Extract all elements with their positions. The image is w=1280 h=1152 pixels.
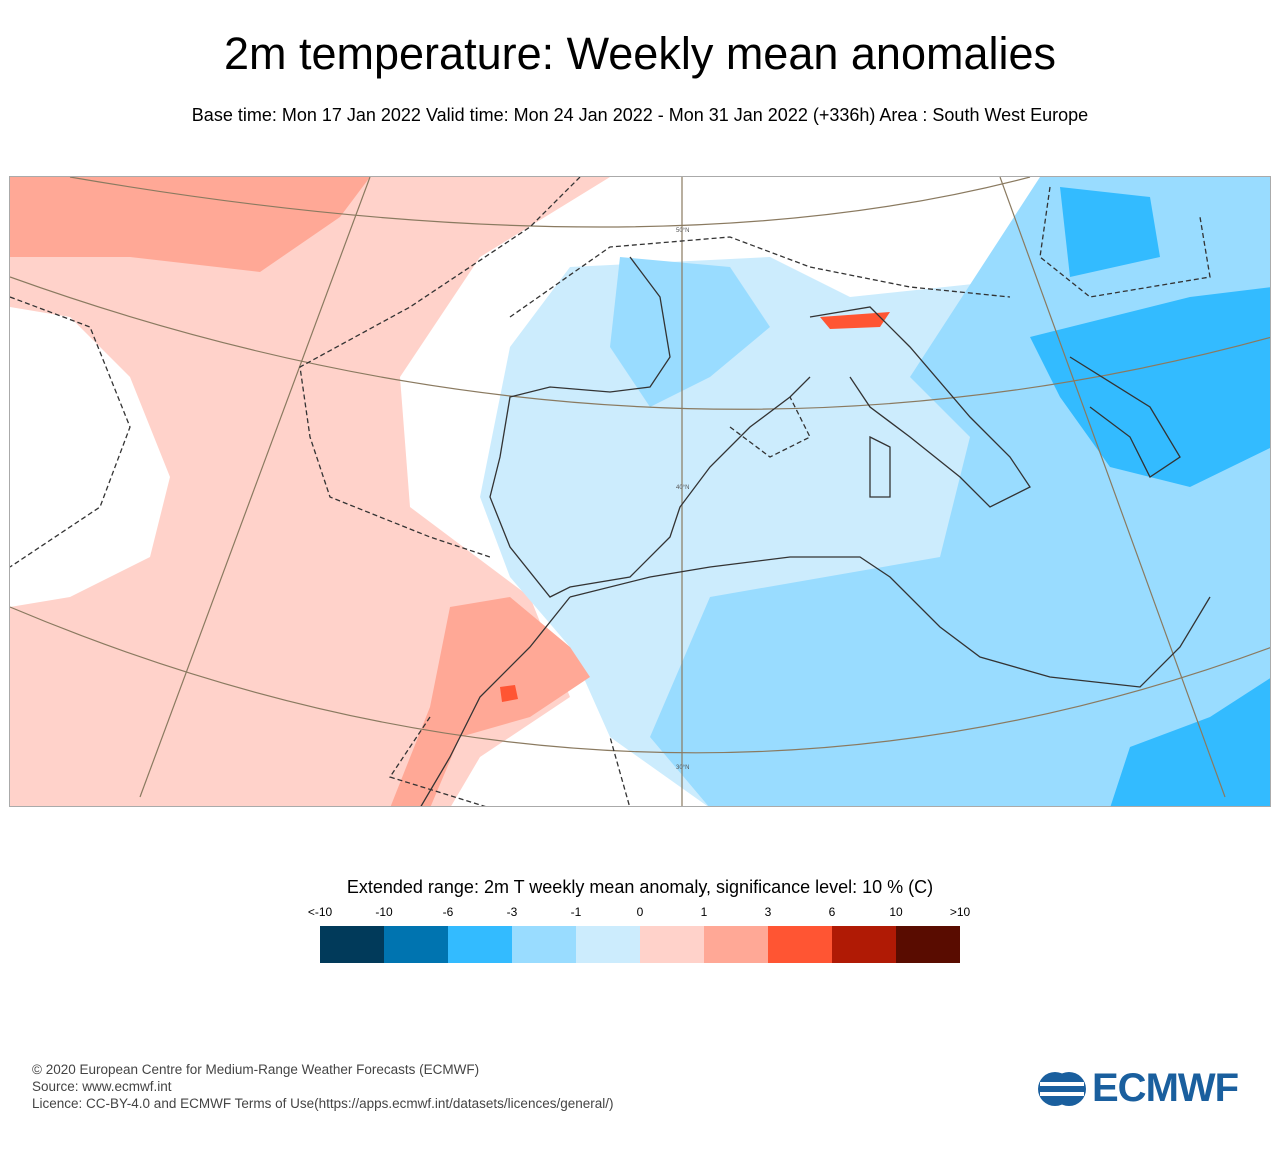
legend-tick: 10 bbox=[889, 905, 903, 919]
ecmwf-logo-icon bbox=[1038, 1071, 1086, 1106]
legend-colorbar bbox=[320, 926, 960, 963]
legend-swatch bbox=[640, 926, 704, 963]
source: Source: www.ecmwf.int bbox=[32, 1079, 172, 1094]
legend-swatch bbox=[448, 926, 512, 963]
legend-swatch bbox=[768, 926, 832, 963]
legend-tick: 3 bbox=[764, 905, 772, 919]
region-very-cold-greece bbox=[1030, 287, 1270, 487]
region-very-cold-north bbox=[1060, 187, 1160, 277]
footer: © 2020 European Centre for Medium-Range … bbox=[32, 1061, 614, 1112]
legend-swatch bbox=[832, 926, 896, 963]
legend-swatch bbox=[384, 926, 448, 963]
legend-tick: -1 bbox=[570, 905, 582, 919]
region-neutral-west bbox=[10, 307, 170, 607]
region-strong-warm-alps bbox=[820, 312, 890, 329]
lat-label-30: 30°N bbox=[676, 765, 689, 771]
map-canvas: 50°N 40°N 30°N bbox=[10, 177, 1270, 806]
chart-title: 2m temperature: Weekly mean anomalies bbox=[223, 28, 1057, 79]
ecmwf-logo: ECMWF bbox=[1036, 1066, 1239, 1111]
copyright: © 2020 European Centre for Medium-Range … bbox=[32, 1062, 480, 1077]
lat-label-40: 40°N bbox=[676, 485, 689, 491]
legend-tick: <-10 bbox=[307, 905, 333, 919]
chart-subtitle: Base time: Mon 17 Jan 2022 Valid time: M… bbox=[191, 105, 1089, 125]
significance-contours bbox=[10, 177, 1211, 806]
region-cold-france bbox=[610, 257, 770, 407]
legend-swatch bbox=[320, 926, 384, 963]
region-moderate-warm-morocco bbox=[390, 597, 590, 806]
legend-swatch bbox=[704, 926, 768, 963]
anomaly-map: 50°N 40°N 30°N bbox=[9, 176, 1271, 807]
legend-swatch bbox=[512, 926, 576, 963]
coastlines bbox=[420, 256, 1211, 806]
legend-title: Extended range: 2m T weekly mean anomaly… bbox=[346, 877, 934, 897]
region-strong-warm bbox=[500, 685, 518, 702]
legend-swatch bbox=[576, 926, 640, 963]
licence: Licence: CC-BY-4.0 and ECMWF Terms of Us… bbox=[32, 1096, 614, 1111]
region-moderate-warm-north bbox=[10, 177, 370, 272]
legend-ticks: <-10 -10 -6 -3 -1 0 1 3 6 10 >10 bbox=[308, 905, 970, 921]
lat-label-50: 50°N bbox=[676, 228, 689, 234]
region-very-cold-southeast bbox=[1110, 678, 1270, 806]
legend-tick: 1 bbox=[700, 905, 708, 919]
legend-tick: 0 bbox=[636, 905, 644, 919]
legend-tick: -3 bbox=[506, 905, 518, 919]
graticule bbox=[10, 177, 1270, 806]
legend-tick: 6 bbox=[828, 905, 836, 919]
legend-tick: >10 bbox=[949, 905, 971, 919]
legend-swatch bbox=[896, 926, 960, 963]
legend-tick: -10 bbox=[375, 905, 393, 919]
logo-text: ECMWF bbox=[1092, 1066, 1239, 1110]
legend-tick: -6 bbox=[442, 905, 454, 919]
